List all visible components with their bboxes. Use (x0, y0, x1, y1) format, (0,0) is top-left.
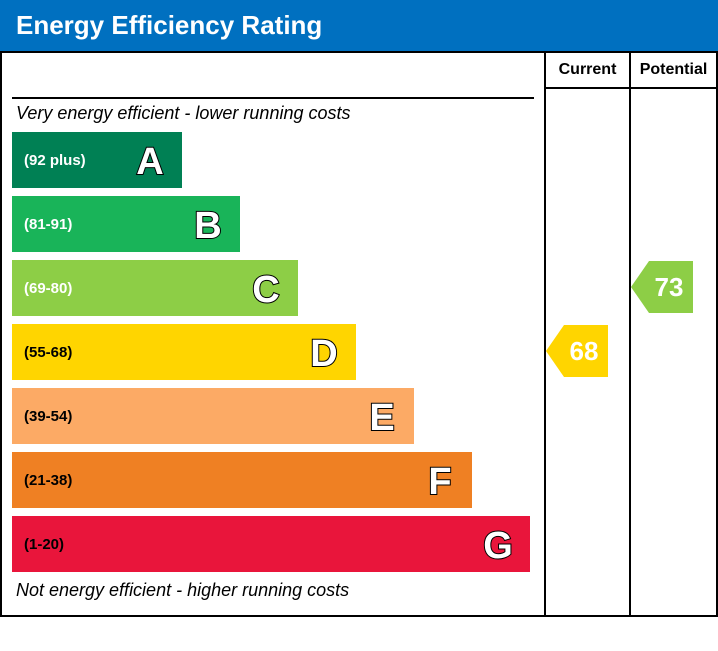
band-range-a: (92 plus) (24, 152, 128, 169)
svg-text:B: B (194, 205, 221, 247)
potential-arrow-slot: 73 (631, 89, 716, 651)
band-letter-f: F (418, 456, 462, 504)
current-rating-arrow-tip (546, 325, 564, 377)
band-c: (69-80) C (12, 260, 298, 316)
band-range-b: (81-91) (24, 216, 186, 233)
title-bar: Energy Efficiency Rating (0, 0, 718, 51)
svg-text:E: E (369, 397, 394, 439)
band-range-d: (55-68) (24, 344, 302, 361)
band-letter-c: C (244, 264, 288, 312)
band-range-f: (21-38) (24, 472, 418, 489)
svg-text:A: A (136, 141, 163, 183)
bands-container: (92 plus) A (81-91) B (69-80) C (55-68) D (39-54… (12, 132, 534, 572)
header-potential: Potential (631, 53, 716, 89)
potential-rating-arrow-tip (631, 261, 649, 313)
svg-text:C: C (252, 269, 279, 311)
chart-title: Energy Efficiency Rating (16, 10, 322, 40)
caption-bottom: Not energy efficient - higher running co… (12, 572, 534, 605)
band-range-c: (69-80) (24, 280, 244, 297)
main-column: Very energy efficient - lower running co… (2, 53, 546, 615)
header-current: Current (546, 53, 629, 89)
header-spacer (12, 61, 534, 99)
potential-rating-arrow-value: 73 (649, 261, 693, 313)
band-letter-a: A (128, 136, 172, 184)
band-g: (1-20) G (12, 516, 530, 572)
band-range-g: (1-20) (24, 536, 476, 553)
band-f: (21-38) F (12, 452, 472, 508)
current-column: Current 68 (546, 53, 631, 615)
svg-text:G: G (483, 525, 513, 567)
current-rating-arrow-value: 68 (564, 325, 608, 377)
band-letter-g: G (476, 520, 520, 568)
potential-column: Potential 73 (631, 53, 716, 615)
band-e: (39-54) E (12, 388, 414, 444)
svg-text:F: F (428, 461, 451, 503)
band-letter-e: E (360, 392, 404, 440)
band-letter-b: B (186, 200, 230, 248)
potential-rating-arrow: 73 (631, 259, 693, 315)
band-range-e: (39-54) (24, 408, 360, 425)
current-rating-arrow: 68 (546, 323, 608, 379)
current-arrow-slot: 68 (546, 89, 629, 651)
band-b: (81-91) B (12, 196, 240, 252)
band-a: (92 plus) A (12, 132, 182, 188)
band-d: (55-68) D (12, 324, 356, 380)
caption-top: Very energy efficient - lower running co… (12, 99, 534, 132)
band-letter-d: D (302, 328, 346, 376)
chart-frame: Very energy efficient - lower running co… (0, 51, 718, 617)
svg-text:D: D (310, 333, 337, 375)
